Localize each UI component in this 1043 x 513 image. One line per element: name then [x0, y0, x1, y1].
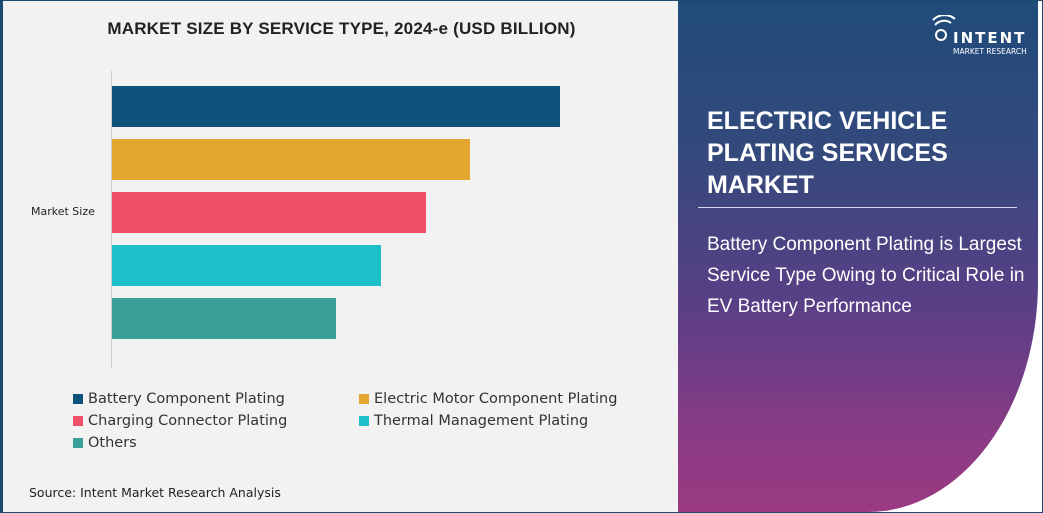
legend-swatch	[359, 416, 369, 426]
bar-others	[112, 298, 336, 339]
legend-swatch	[73, 438, 83, 448]
bar-battery-component-plating	[112, 86, 560, 127]
legend-item: Electric Motor Component Plating	[359, 391, 617, 407]
bar-thermal-management-plating	[112, 245, 381, 286]
legend-label: Others	[88, 435, 137, 451]
legend-label: Battery Component Plating	[88, 391, 285, 407]
logo-subtext: MARKET RESEARCH	[953, 47, 1027, 56]
legend-item: Thermal Management Plating	[359, 413, 588, 429]
source-note: Source: Intent Market Research Analysis	[29, 485, 281, 500]
logo-text: INTENT	[953, 29, 1027, 47]
category-label: Market Size	[31, 205, 95, 218]
chart-title: MARKET SIZE BY SERVICE TYPE, 2024-e (USD…	[107, 19, 576, 38]
intent-logo: INTENT MARKET RESEARCH	[931, 13, 1031, 58]
summary-text: Battery Component Plating is Largest Ser…	[707, 234, 1025, 317]
legend-item: Charging Connector Plating	[73, 413, 287, 429]
chart-panel: MARKET SIZE BY SERVICE TYPE, 2024-e (USD…	[1, 1, 678, 512]
divider	[698, 207, 1017, 208]
legend-label: Electric Motor Component Plating	[374, 391, 618, 407]
signal-icon	[932, 15, 956, 41]
legend-label: Thermal Management Plating	[374, 413, 589, 429]
bar-charging-connector-plating	[112, 192, 426, 233]
legend-item: Others	[73, 435, 137, 451]
market-title: ELECTRIC VEHICLE PLATING SERVICES MARKET	[707, 107, 948, 199]
legend-swatch	[73, 416, 83, 426]
bar-electric-motor-component-plating	[112, 139, 471, 180]
legend-item: Battery Component Plating	[73, 391, 285, 407]
legend-swatch	[73, 394, 83, 404]
summary-panel: INTENT MARKET RESEARCH ELECTRIC VEHICLE …	[678, 1, 1038, 512]
legend-label: Charging Connector Plating	[88, 413, 288, 429]
y-axis-line	[111, 71, 112, 368]
legend-swatch	[359, 394, 369, 404]
